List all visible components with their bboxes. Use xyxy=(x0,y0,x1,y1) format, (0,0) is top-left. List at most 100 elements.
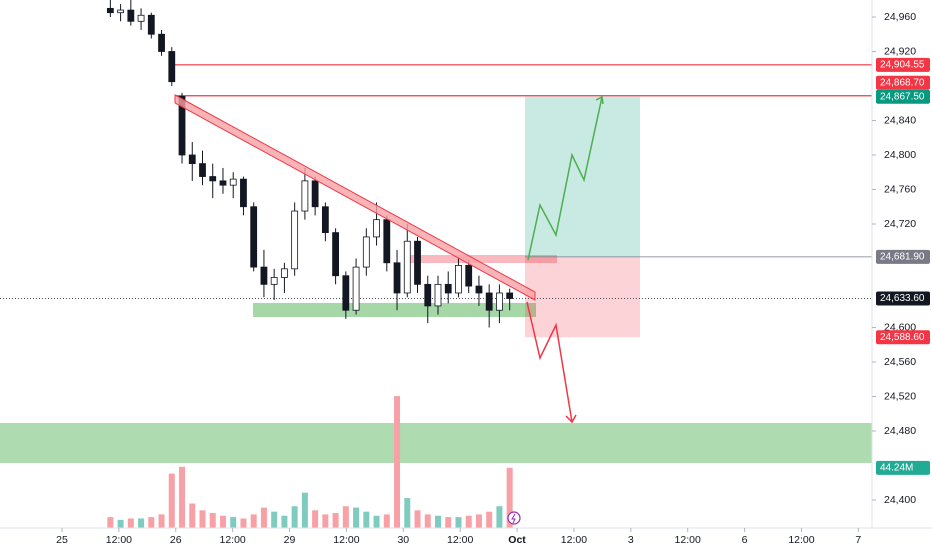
volume-bar xyxy=(199,510,206,528)
volume-bar xyxy=(322,514,329,528)
trend-line xyxy=(174,94,536,301)
candle-body xyxy=(362,236,370,268)
y-tick-label: 24,560 xyxy=(884,356,916,368)
price-tag xyxy=(876,75,930,90)
y-tick-label: 24,920 xyxy=(884,45,916,57)
candle-body xyxy=(147,14,155,35)
y-tick-label: 24,600 xyxy=(884,321,916,333)
candle-body xyxy=(117,9,124,14)
x-tick-label: 12:00 xyxy=(561,534,587,546)
volume-bar xyxy=(353,507,360,528)
y-tick-label: 24,800 xyxy=(884,149,916,161)
candle-body xyxy=(260,266,268,285)
price-tag xyxy=(876,291,930,306)
volume-bar xyxy=(107,517,114,528)
x-tick-label: 12:00 xyxy=(675,534,701,546)
candle-body xyxy=(424,283,432,307)
x-tick-label: 12:00 xyxy=(788,534,814,546)
resistance-zone xyxy=(408,255,557,263)
volume-tag xyxy=(876,460,930,475)
x-tick-label: 6 xyxy=(742,534,748,546)
candle-body xyxy=(229,178,237,186)
event-bolt xyxy=(511,513,516,524)
candle-body xyxy=(465,264,473,287)
volume-bar xyxy=(414,510,421,528)
candle-body xyxy=(209,176,217,182)
candle-body xyxy=(444,283,452,294)
volume-bar xyxy=(383,514,390,528)
volume-bar xyxy=(465,515,472,528)
candle-body xyxy=(403,240,411,294)
y-tick-label: 24,480 xyxy=(884,425,916,437)
annotations xyxy=(174,94,604,525)
volume-bar xyxy=(209,513,216,528)
volume-bar xyxy=(404,498,411,528)
candle-body xyxy=(158,33,165,52)
candle-body xyxy=(496,292,503,311)
candle-body xyxy=(240,178,247,208)
candles xyxy=(106,0,514,328)
volume-bar xyxy=(394,396,401,528)
x-tick-label: 12:00 xyxy=(220,534,246,546)
candle-body xyxy=(301,180,309,212)
up-arrow xyxy=(527,96,603,261)
candle-body xyxy=(106,7,114,14)
price-tag-label: 24,868.70 xyxy=(880,77,925,88)
price-tag-label: 24,867.50 xyxy=(880,91,925,102)
price-tag-label: 24,904.55 xyxy=(880,59,925,70)
candle-body xyxy=(188,154,196,165)
down-arrow xyxy=(526,301,573,423)
volume-bar xyxy=(260,507,267,528)
volume-bar xyxy=(179,466,186,528)
volume-bar xyxy=(424,514,431,528)
x-tick-label: 25 xyxy=(56,534,68,546)
candle-body xyxy=(475,285,483,294)
candle-body xyxy=(332,232,340,277)
price-tag xyxy=(876,330,930,345)
price-tag xyxy=(876,249,930,264)
volume-bar xyxy=(373,515,380,528)
y-tick-label: 24,400 xyxy=(884,494,916,506)
volume-bar xyxy=(363,511,370,528)
candle-body xyxy=(414,240,421,285)
candle-body xyxy=(178,95,186,156)
volume-tag-label: 44.24M xyxy=(880,462,913,473)
x-tick-label: 29 xyxy=(284,534,296,546)
x-tick-label: 12:00 xyxy=(447,534,473,546)
y-tick-label: 24,720 xyxy=(884,218,916,230)
up-arrow-head xyxy=(595,95,604,105)
volume-bar xyxy=(281,515,288,528)
x-tick-label: 26 xyxy=(170,534,182,546)
volume-bar xyxy=(240,518,247,528)
price-tag-label: 24,588.60 xyxy=(880,332,925,343)
volume-bar xyxy=(291,506,298,528)
volume-bar xyxy=(138,518,145,528)
candle-body xyxy=(506,292,514,299)
stop-area xyxy=(525,256,640,338)
candle-body xyxy=(291,210,299,270)
volume xyxy=(107,396,513,528)
y-tick-label: 24,840 xyxy=(884,114,916,126)
volume-bar xyxy=(332,513,339,528)
x-tick-label: 7 xyxy=(855,534,861,546)
candle-body xyxy=(373,219,380,238)
volume-bar xyxy=(342,506,349,528)
candle-body xyxy=(250,206,258,268)
x-tick-label: Oct xyxy=(508,534,526,546)
price-tag xyxy=(876,89,930,104)
volume-bar xyxy=(312,510,319,528)
candle-body xyxy=(311,180,319,208)
candle-body xyxy=(342,275,350,311)
volume-bar xyxy=(168,473,175,528)
down-arrow-head xyxy=(565,414,577,424)
volume-bar xyxy=(496,506,503,528)
volume-bar xyxy=(434,515,441,528)
volume-bar xyxy=(117,519,124,528)
price-tag-label: 24,681.90 xyxy=(880,251,925,262)
candle-body xyxy=(199,163,206,177)
volume-bar xyxy=(158,514,165,528)
volume-bar xyxy=(445,517,452,528)
candle-body xyxy=(352,266,360,311)
event-icon[interactable] xyxy=(507,511,521,525)
